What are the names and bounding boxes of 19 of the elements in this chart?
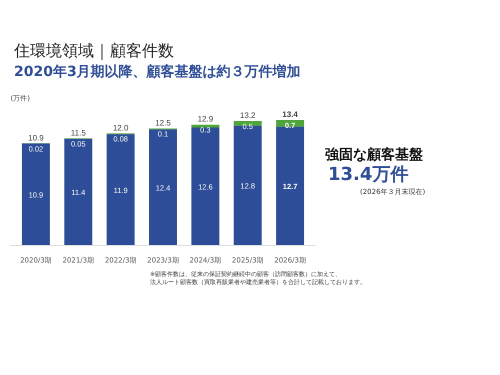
bar	[149, 129, 177, 246]
bar	[191, 124, 220, 128]
chart-subtitle: 2020年3月期以降、顧客基盤は約３万件増加	[14, 62, 301, 82]
text: 13.4万件	[328, 162, 408, 187]
bar	[106, 134, 135, 246]
total-label: 12.0	[112, 123, 129, 132]
total-label: 11.5	[70, 128, 86, 138]
text: 強固な顧客基盤	[325, 146, 423, 165]
bar	[22, 143, 50, 246]
chart-title: 住環境領域｜顧客件数	[14, 40, 174, 62]
total-label: 12.9	[198, 114, 214, 124]
bar	[276, 126, 304, 246]
bar	[191, 127, 220, 246]
total-label: 10.9	[28, 133, 44, 142]
total-label: 13.4	[282, 110, 298, 119]
bar	[234, 126, 262, 246]
total-label: 13.2	[240, 110, 256, 120]
total-label: 12.5	[155, 118, 172, 128]
bar	[64, 138, 92, 246]
